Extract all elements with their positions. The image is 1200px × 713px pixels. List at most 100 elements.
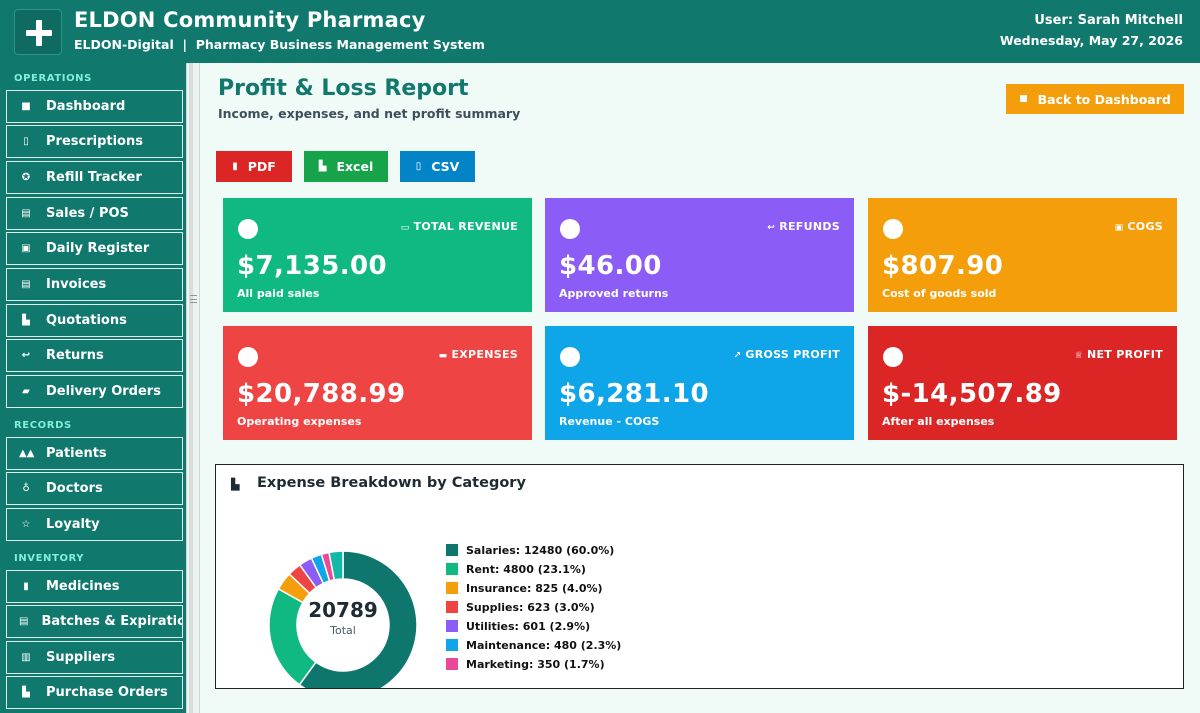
card-note: Approved returns — [559, 287, 669, 300]
card-value: $6,281.10 — [559, 379, 709, 409]
sidebar-item-prescriptions[interactable]: ▯ Prescriptions — [6, 125, 183, 158]
legend-item-marketing: Marketing: 350 (1.7%) — [446, 657, 605, 671]
legend-swatch — [446, 544, 458, 556]
sidebar-item-label: Loyalty — [46, 517, 100, 532]
legend-swatch — [446, 658, 458, 670]
sidebar-item-daily-register[interactable]: ▣ Daily Register — [6, 232, 183, 265]
export-excel-button[interactable]: ▙ Excel — [304, 151, 388, 182]
legend-label: Rent: 4800 (23.1%) — [466, 562, 586, 576]
sidebar-item-batches-expiration[interactable]: ▤ Batches & Expiration — [6, 605, 183, 638]
pdf-icon: ▮ — [232, 161, 238, 172]
legend-swatch — [446, 582, 458, 594]
receipt-icon: ▤ — [21, 279, 31, 290]
kpi-card-net-profit: ♕ NET PROFIT $-14,507.89 After all expenses — [868, 326, 1177, 440]
sidebar-item-sales-pos[interactable]: ▤ Sales / POS — [6, 197, 183, 230]
star-icon: ☆ — [21, 519, 31, 530]
legend-swatch — [446, 620, 458, 632]
kpi-card-refunds: ↩ REFUNDS $46.00 Approved returns — [545, 198, 854, 312]
sidebar-scrollbar[interactable] — [189, 63, 193, 713]
card-label: ↗ GROSS PROFIT — [734, 348, 840, 361]
sidebar-item-label: Quotations — [46, 313, 127, 328]
donut-total-value: 20789 — [308, 598, 378, 622]
splitter-grip-icon[interactable] — [190, 295, 197, 303]
sidebar-item-delivery-orders[interactable]: ▰ Delivery Orders — [6, 375, 183, 408]
sidebar-splitter[interactable] — [186, 63, 200, 713]
expense-breakdown-panel: ▙ Expense Breakdown by Category 20789 To… — [215, 464, 1184, 689]
kpi-card-expenses: ▬ EXPENSES $20,788.99 Operating expenses — [223, 326, 532, 440]
legend-label: Maintenance: 480 (2.3%) — [466, 638, 622, 652]
app-title: ELDON Community Pharmacy — [74, 8, 426, 32]
sidebar-item-label: Delivery Orders — [46, 384, 161, 399]
current-date: Wednesday, May 27, 2026 — [999, 33, 1183, 48]
legend-swatch — [446, 639, 458, 651]
export-pdf-label: PDF — [247, 159, 276, 174]
cart-icon: ▙ — [22, 687, 30, 698]
sidebar-item-label: Purchase Orders — [46, 685, 168, 700]
calendar-icon: ▣ — [21, 243, 31, 254]
cash-icon: ▭ — [400, 223, 410, 233]
card-value: $-14,507.89 — [882, 379, 1062, 409]
sidebar-item-invoices[interactable]: ▤ Invoices — [6, 268, 183, 301]
legend-item-salaries: Salaries: 12480 (60.0%) — [446, 543, 614, 557]
sidebar: OPERATIONS RECORDS INVENTORY ■ Dashboard ▯… — [0, 63, 186, 713]
legend-item-utilities: Utilities: 601 (2.9%) — [446, 619, 590, 633]
legend-item-insurance: Insurance: 825 (4.0%) — [446, 581, 603, 595]
register-icon: ▤ — [21, 208, 31, 219]
sidebar-item-refill-tracker[interactable]: ✪ Refill Tracker — [6, 161, 183, 194]
sidebar-item-suppliers[interactable]: ▥ Suppliers — [6, 641, 183, 674]
sidebar-section-records: RECORDS — [14, 420, 72, 431]
panel-title: Expense Breakdown by Category — [257, 475, 526, 491]
return-arrow-icon: ↩ — [21, 350, 31, 361]
export-csv-label: CSV — [431, 159, 460, 174]
kpi-card-gross-profit: ↗ GROSS PROFIT $6,281.10 Revenue - COGS — [545, 326, 854, 440]
trophy-icon: ♕ — [1074, 351, 1083, 361]
sidebar-item-medicines[interactable]: ▮ Medicines — [6, 570, 183, 603]
sidebar-item-label: Daily Register — [46, 241, 150, 256]
card-label: ▬ EXPENSES — [439, 348, 518, 361]
card-indicator-icon — [238, 219, 258, 239]
export-csv-button[interactable]: ▯ CSV — [400, 151, 475, 182]
legend-label: Utilities: 601 (2.9%) — [466, 619, 591, 633]
app-header: ELDON Community Pharmacy ELDON-Digital |… — [0, 0, 1200, 63]
legend-item-supplies: Supplies: 623 (3.0%) — [446, 600, 595, 614]
card-indicator-icon — [883, 347, 903, 367]
sidebar-item-label: Batches & Expiration — [41, 614, 183, 629]
user-name: User: Sarah Mitchell — [1034, 13, 1183, 28]
export-excel-label: Excel — [336, 159, 374, 174]
card-label-text: COGS — [1127, 220, 1163, 233]
export-pdf-button[interactable]: ▮ PDF — [216, 151, 292, 182]
card-label-text: TOTAL REVENUE — [413, 220, 518, 233]
card-note: All paid sales — [237, 287, 320, 300]
sidebar-item-returns[interactable]: ↩ Returns — [6, 339, 183, 372]
batch-icon: ▤ — [19, 616, 29, 627]
users-icon: ▲▲ — [19, 448, 35, 459]
sidebar-item-label: Dashboard — [46, 99, 126, 114]
card-value: $807.90 — [882, 251, 1004, 281]
page-title: Profit & Loss Report — [218, 76, 469, 101]
sidebar-item-doctors[interactable]: ♁ Doctors — [6, 472, 183, 505]
card-indicator-icon — [560, 219, 580, 239]
legend-swatch — [446, 601, 458, 613]
sidebar-item-label: Returns — [46, 348, 104, 363]
sidebar-item-label: Invoices — [46, 277, 107, 292]
card-value: $7,135.00 — [237, 251, 387, 281]
sidebar-item-loyalty[interactable]: ☆ Loyalty — [6, 508, 183, 541]
sidebar-section-operations: OPERATIONS — [14, 73, 92, 84]
app-subtitle: ELDON-Digital | Pharmacy Business Manage… — [74, 37, 485, 52]
sidebar-item-dashboard[interactable]: ■ Dashboard — [6, 90, 183, 123]
card-label-text: NET PROFIT — [1086, 348, 1163, 361]
back-to-dashboard-button[interactable]: ■ Back to Dashboard — [1006, 84, 1184, 114]
sidebar-item-label: Medicines — [46, 579, 120, 594]
sidebar-item-patients[interactable]: ▲▲ Patients — [6, 437, 183, 470]
refresh-icon: ✪ — [21, 172, 31, 183]
card-label: ↩ REFUNDS — [767, 220, 840, 233]
sidebar-item-quotations[interactable]: ▙ Quotations — [6, 304, 183, 337]
card-label-text: GROSS PROFIT — [745, 348, 840, 361]
card-note: Revenue - COGS — [559, 415, 660, 428]
donut-slice-salaries[interactable] — [298, 550, 417, 688]
donut-slice-other[interactable] — [328, 550, 344, 581]
sidebar-item-purchase-orders[interactable]: ▙ Purchase Orders — [6, 676, 183, 709]
clipboard-icon: ▯ — [23, 136, 29, 147]
bar-chart-icon: ▙ — [231, 478, 240, 491]
legend-label: Insurance: 825 (4.0%) — [466, 581, 603, 595]
